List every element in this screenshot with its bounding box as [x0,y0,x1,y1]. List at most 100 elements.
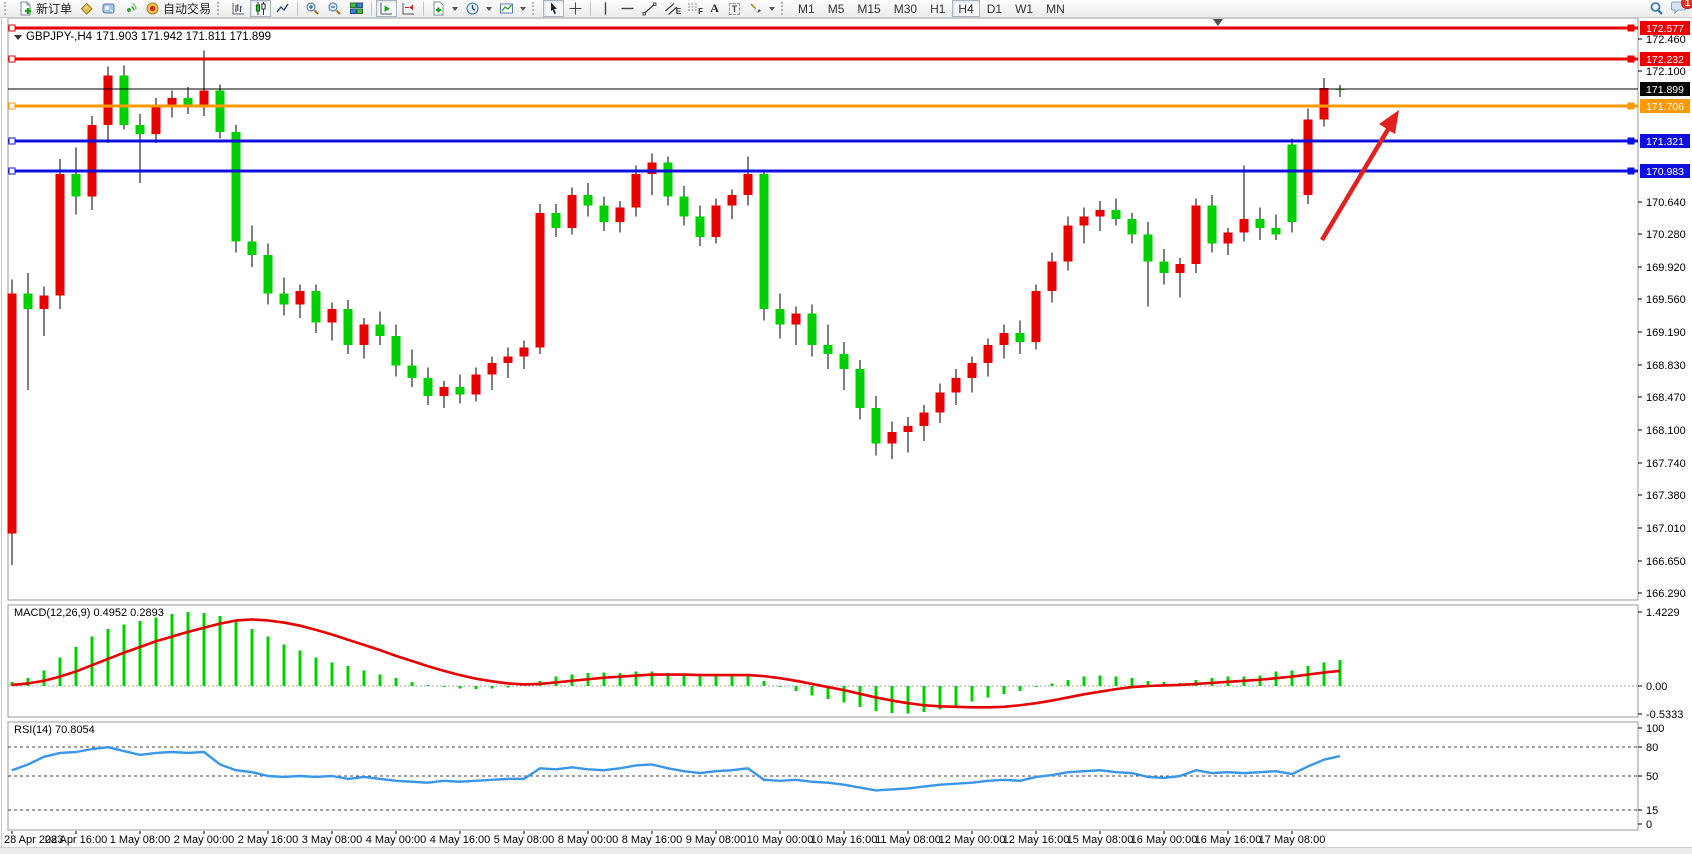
hline-anchor[interactable] [8,102,16,110]
notification-badge[interactable]: 1 [1680,0,1692,9]
fibonacci-letter: F [698,7,704,16]
chart-title: GBPJPY-,H4 171.903 171.942 171.811 171.8… [14,31,271,43]
arrow-head[interactable] [1379,110,1399,134]
chart-shift-icon [402,3,415,15]
hline-anchor[interactable] [1627,137,1635,145]
auto-scroll-button[interactable] [376,0,398,17]
dropdown-caret [452,6,459,11]
hline-anchor[interactable] [8,137,16,145]
macd-indicator-label: MACD(12,26,9) 0.4952 0.2893 [14,607,164,619]
zoom-out-icon [328,2,341,15]
chart-title-caret-icon[interactable] [14,34,22,40]
tile-windows-icon [350,2,364,14]
window-bottom-edge [0,847,1692,854]
price-tick-label: 170.640 [1646,197,1686,209]
zoom-out-button[interactable] [324,0,345,17]
time-tick-label: 5 May 08:00 [494,834,555,846]
text-button[interactable]: A [705,0,724,17]
rsi-axis-label: 80 [1646,742,1658,754]
period-h4-button[interactable]: H4 [952,0,980,17]
channel-button[interactable]: E [661,0,682,17]
price-tag-text: 172.577 [1646,23,1684,35]
price-tick-label: 167.740 [1646,458,1686,470]
new-order-button[interactable]: 新订单 [15,0,75,17]
toolbar-grip[interactable] [4,2,11,15]
text-label-button[interactable]: T [725,0,744,17]
time-tick-label: 12 May 00:00 [939,834,1006,846]
time-tick-label: 10 May 16:00 [811,834,878,846]
line-chart-button[interactable] [272,0,293,17]
price-tag-text: 170.983 [1646,166,1684,178]
price-tick-label: 168.470 [1646,392,1686,404]
rsi-axis-label: 15 [1646,805,1658,817]
trendline-button[interactable] [639,0,660,17]
time-tick-label: 8 May 00:00 [558,834,619,846]
toolbar-grip[interactable] [217,2,224,15]
hline-anchor[interactable] [1627,24,1635,32]
chart-shift-button[interactable] [398,0,419,17]
price-tick-label: 172.100 [1646,66,1686,78]
hline-anchor[interactable] [1627,102,1635,110]
arrows-button[interactable] [745,0,778,17]
price-tick-label: 168.100 [1646,425,1686,437]
period-m30-button[interactable]: M30 [888,0,923,17]
trendline-icon [642,2,657,16]
price-tick-label: 172.460 [1646,34,1686,46]
price-tick-label: 166.290 [1646,588,1686,600]
price-tick-label: 169.920 [1646,262,1686,274]
hline-anchor[interactable] [8,167,16,175]
chart-symbol: GBPJPY-,H4 [26,31,93,43]
toolbar-grip[interactable] [781,2,788,15]
macd-pane-content: 1.4229 0.00 -0.5333 [8,607,1683,721]
rsi-pane-content: 100 80 50 15 0 [8,723,1664,831]
gold-cube-icon [80,2,93,15]
hline-anchor[interactable] [1627,55,1635,63]
text-label-glyph: T [728,2,741,15]
bar-chart-button[interactable] [228,0,249,17]
mql5-community-button[interactable] [98,0,119,17]
hline-anchor[interactable] [1627,167,1635,175]
hline-anchor[interactable] [8,55,16,63]
period-m15-button[interactable]: M15 [851,0,886,17]
period-h1-button[interactable]: H1 [924,0,951,17]
period-m5-button[interactable]: M5 [822,0,851,17]
signals-button[interactable] [120,0,141,17]
fibonacci-button[interactable]: F [683,0,704,17]
chart-shift-marker[interactable] [1213,19,1223,26]
time-tick-label: 4 May 00:00 [366,834,427,846]
dropdown-caret [769,6,776,11]
vertical-line-button[interactable] [595,0,616,17]
indicators-button[interactable] [428,0,461,17]
tile-windows-button[interactable] [346,0,367,17]
market-depth-button[interactable] [76,0,97,17]
search-button[interactable] [1646,0,1667,17]
crosshair-icon [569,2,582,15]
autotrading-icon [146,2,159,15]
crosshair-button[interactable] [565,0,586,17]
templates-button[interactable] [496,0,529,17]
period-m1-button[interactable]: M1 [792,0,821,17]
time-tick-label: 16 May 16:00 [1195,834,1262,846]
time-tick-label: 16 May 00:00 [1131,834,1198,846]
period-mn-button[interactable]: MN [1040,0,1071,17]
price-tag-text: 171.321 [1646,136,1684,148]
price-tag [1640,21,1690,35]
arrow-annotation[interactable] [1320,110,1399,242]
search-icon [1650,2,1663,15]
hline-anchor[interactable] [8,24,16,32]
horizontal-line-button[interactable] [617,0,638,17]
candlestick-chart-button[interactable] [250,0,272,17]
periods-button[interactable] [462,0,495,17]
indicators-add-icon [433,1,444,16]
autotrading-button[interactable]: 自动交易 [142,0,214,17]
horizontal-line-objects[interactable] [8,19,1638,175]
period-w1-button[interactable]: W1 [1009,0,1039,17]
toolbar-grip[interactable] [532,2,539,15]
zoom-in-button[interactable] [302,0,323,17]
cursor-icon [551,2,558,14]
arrow-line[interactable] [1320,124,1392,242]
price-tag-text: 172.232 [1646,54,1684,66]
period-d1-button[interactable]: D1 [981,0,1008,17]
cursor-button[interactable] [543,0,565,17]
